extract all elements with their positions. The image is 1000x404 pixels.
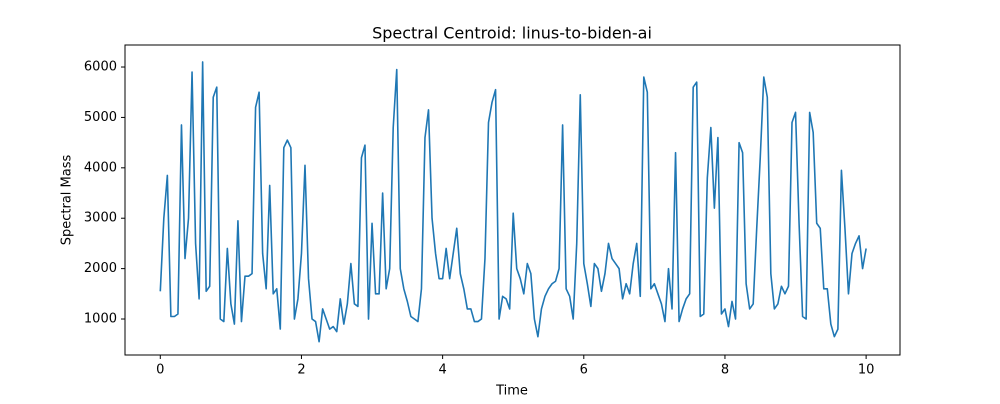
x-tick-label: 6 (580, 363, 588, 378)
y-tick-label: 3000 (84, 211, 117, 226)
x-axis-label: Time (495, 384, 528, 399)
data-line (159, 61, 867, 343)
y-axis-label: Spectral Mass (60, 155, 75, 246)
x-tick-label: 4 (438, 363, 446, 378)
plot-frame (124, 44, 901, 356)
y-tick-label: 1000 (84, 312, 117, 327)
y-tick-label: 6000 (84, 60, 117, 75)
y-tick-label: 5000 (84, 110, 117, 125)
y-tick-label: 4000 (84, 160, 117, 175)
x-tick-label: 8 (721, 363, 729, 378)
x-tick-label: 2 (297, 363, 305, 378)
y-tick-label: 2000 (84, 261, 117, 276)
chart-title: Spectral Centroid: linus-to-biden-ai (372, 24, 652, 43)
x-tick-label: 0 (156, 363, 164, 378)
x-tick-label: 10 (858, 363, 875, 378)
